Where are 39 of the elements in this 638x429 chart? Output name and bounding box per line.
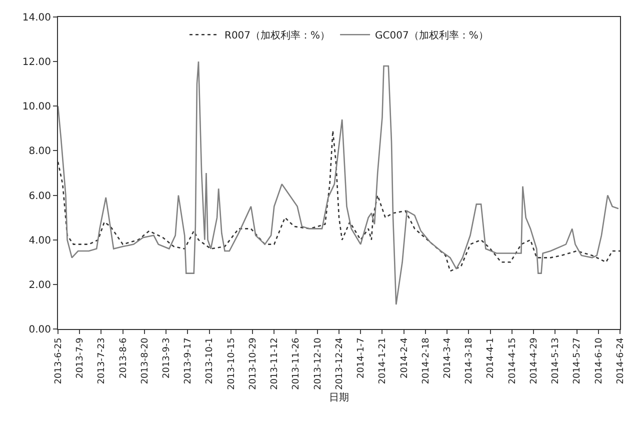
x-tick-label: 2014-6-24	[616, 337, 626, 384]
x-tick-label: 2014-6-10	[594, 337, 604, 384]
x-tick-label: 2013-9-3	[162, 338, 172, 378]
x-tick-label: 2014-3-18	[464, 337, 475, 384]
x-tick-label: 2013-10-15	[226, 338, 237, 390]
y-tick-label: 4.00	[28, 235, 51, 246]
x-axis-title: 日期	[329, 391, 349, 404]
x-tick-label: 2013-6-25	[54, 338, 64, 384]
line-series	[58, 60, 620, 306]
x-tick-label: 2014-1-21	[378, 338, 388, 384]
x-tick-label: 2014-4-1	[486, 338, 496, 378]
y-tick-label: 8.00	[28, 146, 51, 158]
legend-label: GC007（加权利率：%）	[375, 30, 488, 42]
x-tick-label: 2013-10-1	[205, 338, 216, 384]
y-tick-label: 12.00	[22, 57, 51, 68]
y-tick-label: 10.00	[22, 102, 51, 113]
x-tick-label: 2013-8-6	[118, 337, 129, 378]
y-tick-label: 6.00	[28, 190, 51, 202]
legend-label: R007（加权利率：%）	[224, 30, 330, 42]
x-tick-label: 2014-1-7	[356, 338, 367, 378]
x-tick-label: 2013-10-29	[248, 337, 258, 390]
x-tick-label: 2014-4-15	[508, 338, 518, 384]
x-tick-label: 2014-5-13	[551, 338, 562, 384]
x-tick-label: 2014-2-4	[400, 337, 410, 378]
x-tick-label: 2013-8-20	[140, 337, 150, 384]
y-tick-label: 14.00	[22, 12, 51, 24]
x-tick-label: 2014-4-29	[529, 337, 540, 384]
x-tick-label: 2014-5-27	[572, 338, 583, 384]
x-tick-label: 2013-11-26	[292, 337, 302, 390]
y-tick-label: 2.00	[28, 280, 51, 291]
x-tick-label: 2013-12-10	[313, 337, 324, 390]
x-tick-label: 2013-9-17	[184, 338, 194, 384]
x-tick-label: 2013-7-9	[76, 337, 86, 378]
x-tick-label: 2014-2-18	[421, 337, 432, 384]
x-tick-label: 2014-3-4	[443, 337, 454, 378]
x-tick-label: 2013-11-12	[270, 338, 280, 390]
x-tick-label: 2013-12-24	[334, 337, 345, 390]
x-tick-label: 2013-7-23	[97, 338, 108, 384]
y-tick-label: 0.00	[28, 324, 51, 336]
